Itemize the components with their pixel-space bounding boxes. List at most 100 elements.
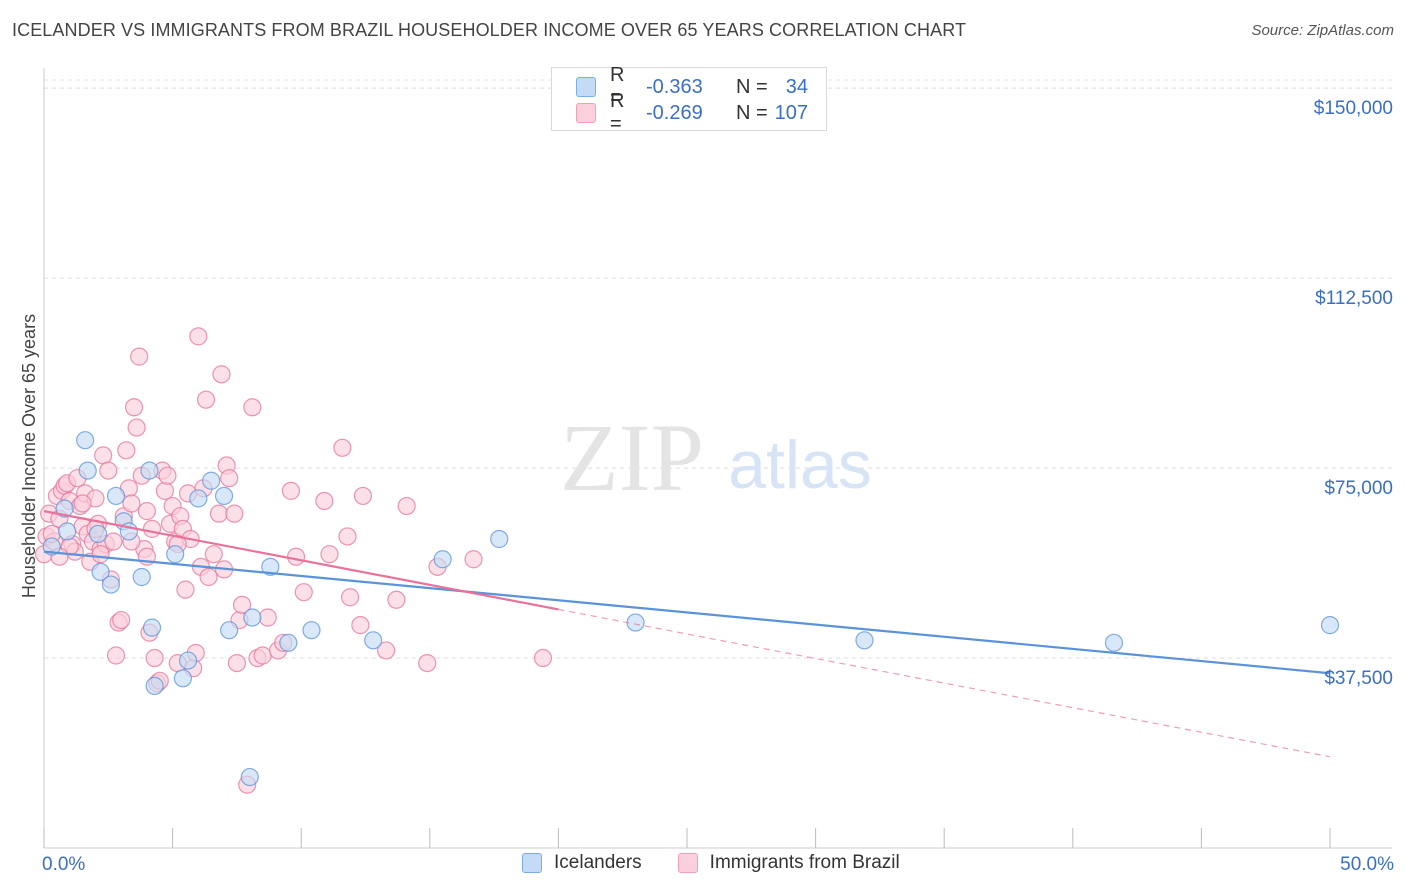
point-brazil	[117, 441, 136, 460]
y-axis-label: Householder Income Over 65 years	[19, 314, 39, 598]
legend-r-value: -0.269	[646, 101, 703, 124]
point-icelanders	[490, 529, 509, 549]
point-brazil	[243, 398, 262, 417]
point-brazil	[73, 494, 92, 513]
point-icelanders	[58, 522, 77, 541]
point-icelanders	[91, 562, 110, 582]
trend-line-brazil-extension	[558, 608, 1331, 758]
point-brazil	[338, 527, 357, 546]
trend-line-brazil	[43, 510, 559, 611]
point-brazil	[122, 494, 141, 513]
legend-label-icelanders: Icelanders	[554, 852, 642, 873]
x-tick-label: 50.0%	[1340, 854, 1394, 875]
watermark-atlas: atlas	[728, 427, 872, 503]
point-brazil	[212, 365, 231, 384]
point-icelanders	[279, 633, 298, 652]
point-brazil	[124, 398, 144, 417]
point-icelanders	[42, 537, 61, 556]
point-brazil	[112, 610, 131, 630]
point-brazil	[220, 469, 239, 488]
point-brazil	[351, 616, 370, 635]
point-icelanders	[88, 524, 108, 544]
axis-labels: $37,500 $75,000 $112,500 $150,000 0.0% 50.0% H…	[19, 98, 1394, 875]
point-icelanders	[364, 631, 383, 650]
axes	[43, 68, 1392, 849]
point-brazil	[227, 653, 246, 673]
point-icelanders	[261, 557, 280, 576]
stats-legend: R = -0.363 N = 34 R = -0.269 N = 107	[551, 64, 827, 135]
point-icelanders	[220, 621, 239, 640]
point-icelanders	[76, 431, 95, 450]
point-brazil	[286, 547, 306, 566]
legend-r-value: -0.363	[646, 75, 703, 98]
legend-row-icelanders: R = -0.363 N = 34	[576, 64, 808, 109]
point-icelanders	[433, 550, 452, 569]
point-icelanders	[142, 618, 162, 637]
point-brazil	[204, 545, 223, 564]
legend-n-value: 34	[785, 75, 808, 98]
point-brazil	[418, 653, 437, 673]
point-brazil	[333, 438, 352, 457]
watermark: ZIP atlas	[560, 404, 872, 511]
legend-n-label: N =	[736, 101, 768, 124]
legend-r-label: R =	[610, 64, 625, 109]
point-icelanders	[166, 545, 185, 564]
point-icelanders	[243, 608, 262, 627]
trend-lines	[43, 510, 1331, 758]
point-icelanders	[140, 461, 159, 480]
point-brazil	[155, 481, 174, 500]
point-brazil	[106, 646, 126, 665]
legend-item-icelanders[interactable]: Icelanders	[522, 852, 642, 874]
point-icelanders	[145, 676, 164, 695]
point-icelanders	[302, 621, 321, 640]
point-brazil	[99, 461, 118, 480]
legend-swatch-icelanders	[576, 77, 596, 97]
point-brazil	[91, 545, 110, 564]
legend-swatch-brazil	[677, 853, 698, 873]
point-brazil	[94, 446, 113, 465]
point-icelanders	[173, 669, 192, 688]
point-brazil	[320, 545, 339, 564]
source-label: Source: ZipAtlas.com	[1251, 22, 1394, 39]
chart-title: ICELANDER VS IMMIGRANTS FROM BRAZIL HOUS…	[12, 20, 967, 40]
point-brazil	[464, 550, 483, 569]
point-brazil	[225, 504, 244, 523]
point-icelanders	[1104, 633, 1124, 652]
y-tick-label: $37,500	[1324, 668, 1393, 689]
point-icelanders	[855, 631, 874, 650]
point-icelanders	[106, 486, 126, 506]
point-brazil	[189, 327, 208, 346]
point-brazil	[130, 347, 149, 366]
y-tick-label: $112,500	[1315, 288, 1393, 309]
point-brazil	[340, 588, 360, 607]
point-icelanders	[132, 567, 151, 587]
point-brazil	[127, 418, 146, 437]
x-tick-label: 0.0%	[42, 854, 85, 875]
point-brazil	[209, 504, 228, 523]
legend-item-brazil[interactable]: Immigrants from Brazil	[677, 852, 900, 874]
y-tick-label: $150,000	[1314, 98, 1393, 119]
point-brazil	[387, 590, 406, 609]
point-brazil	[176, 580, 195, 599]
legend-label-brazil: Immigrants from Brazil	[709, 852, 900, 873]
point-brazil	[376, 641, 396, 660]
point-icelanders	[178, 651, 198, 670]
point-brazil	[232, 595, 252, 614]
point-brazil	[104, 532, 123, 551]
legend-row-brazil: R = -0.269 N = 107	[576, 90, 808, 135]
point-icelanders	[240, 767, 259, 787]
point-icelanders	[626, 613, 645, 632]
point-brazil	[158, 466, 177, 485]
point-brazil	[353, 486, 373, 506]
legend-r-label: R =	[610, 90, 625, 135]
point-brazil	[397, 496, 416, 516]
point-brazil	[199, 567, 218, 587]
point-icelanders	[214, 486, 234, 506]
series-legend: Icelanders Immigrants from Brazil	[522, 852, 936, 874]
point-brazil	[294, 583, 313, 602]
point-brazil	[196, 390, 216, 409]
point-brazil	[281, 481, 301, 500]
legend-swatch-brazil	[576, 103, 596, 123]
legend-swatch-icelanders	[522, 853, 542, 873]
point-icelanders	[1320, 616, 1340, 635]
